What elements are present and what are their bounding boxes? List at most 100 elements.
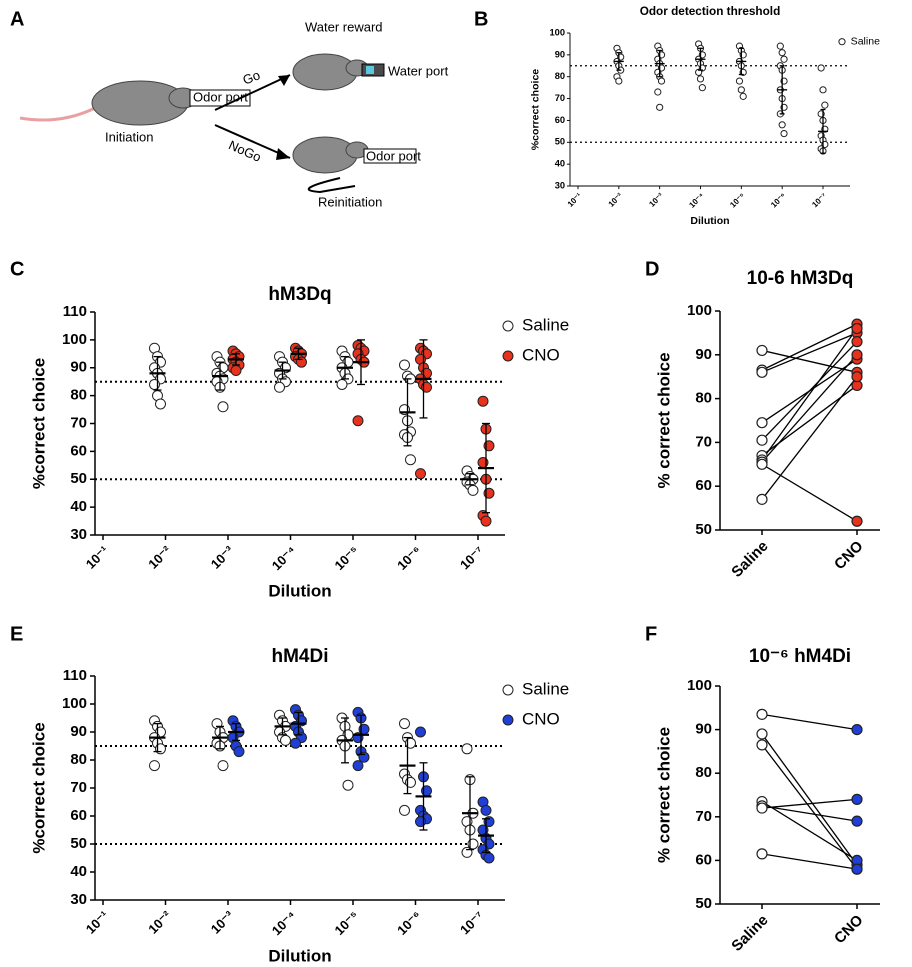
pair-line [761,332,858,373]
legend-marker [838,38,846,46]
arrow [307,177,356,194]
data-point [780,129,788,138]
x-tick-label: 10⁻⁶ [394,543,424,573]
data-point [149,760,160,772]
data-point [654,88,662,96]
x-axis-label: Dilution [268,946,331,965]
pair-line [761,354,858,463]
pair-line [761,341,858,441]
mouse [292,136,358,174]
y-tick-label: 90 [695,346,712,363]
data-point [461,743,473,755]
pair-line [761,744,858,870]
data-point [778,121,786,129]
data-point [480,804,492,816]
data-point [735,77,744,85]
legend-label: CNO [522,345,560,364]
pair-line [761,798,858,809]
y-axis-label: % correct choice [654,352,673,488]
y-tick-label: 70 [695,433,712,450]
y-tick-label: 70 [555,93,565,103]
chart-title: hM3Dq [268,284,331,305]
y-tick-label: 60 [695,477,712,494]
arrow [214,74,291,111]
x-tick-label: 10⁻⁴ [269,543,299,573]
x-tick-label: 10⁻² [145,542,174,571]
data-point [336,378,348,390]
panel-label: E [10,623,23,645]
y-tick-label: 60 [70,807,87,824]
y-tick-label: 70 [695,808,712,825]
y-tick-label: 50 [695,521,712,538]
panel-label: F [645,623,657,645]
legend-marker [502,350,514,362]
data-point [657,77,666,85]
legend-label: Saline [851,35,880,47]
data-point [352,415,364,427]
data-point [776,42,784,50]
x-tick-label: Saline [728,912,771,955]
label: NoGo [226,137,263,165]
water [366,66,374,74]
pair-line [761,376,858,500]
panel-label: D [645,258,659,280]
data-point [756,493,768,505]
y-tick-label: 30 [555,180,565,190]
tail [19,106,96,122]
panel-label: A [10,8,24,30]
y-tick-label: 30 [70,526,87,543]
label: Water reward [305,19,383,34]
y-tick-label: 80 [70,751,87,768]
data-point [352,760,364,772]
y-tick-label: 70 [70,779,87,796]
x-tick-label: 10⁻¹ [83,543,112,572]
y-tick-label: 70 [70,414,87,431]
data-point [480,515,492,527]
y-tick-label: 100 [62,695,87,712]
y-tick-label: 80 [70,387,87,404]
data-point [155,398,166,410]
pair-line [761,853,858,870]
pair-line [761,463,858,522]
x-tick-label: 10⁻⁵ [332,543,362,573]
y-tick-label: 50 [695,895,712,912]
port [363,148,417,164]
x-tick-label: 10⁻⁵ [728,191,747,210]
y-tick-label: 50 [70,470,87,487]
data-point [405,454,416,466]
data-point [851,723,863,736]
panel-label: C [10,258,24,280]
data-point [217,760,229,772]
y-tick-label: 90 [70,359,87,376]
data-point [217,401,229,413]
y-tick-label: 40 [555,159,565,169]
arrow-head [276,148,290,160]
data-point [737,86,745,94]
y-tick-label: 90 [555,49,565,59]
arrow-head [278,75,290,86]
y-tick-label: 80 [555,71,565,81]
data-point [415,468,426,480]
data-point [756,848,768,860]
label: Initiation [105,129,153,144]
data-point [756,802,768,814]
legend-marker [502,714,514,726]
y-tick-label: 40 [70,498,87,515]
y-axis-label: %correct choice [530,69,542,151]
data-point [821,101,829,109]
y-tick-label: 100 [62,331,87,348]
panel-labels: A B C D E F [10,8,659,645]
label: Odor port [366,148,421,163]
data-point [756,708,768,720]
legend-label: Saline [522,315,569,334]
x-tick-label: 10⁻³ [208,542,237,571]
data-point [399,359,410,371]
data-point [851,815,863,827]
data-point [778,49,786,57]
x-tick-label: CNO [831,537,867,573]
y-tick-label: 90 [695,721,712,738]
x-tick-label: 10⁻⁵ [332,908,362,938]
y-axis-label: % correct choice [654,727,673,863]
data-point [817,64,825,72]
